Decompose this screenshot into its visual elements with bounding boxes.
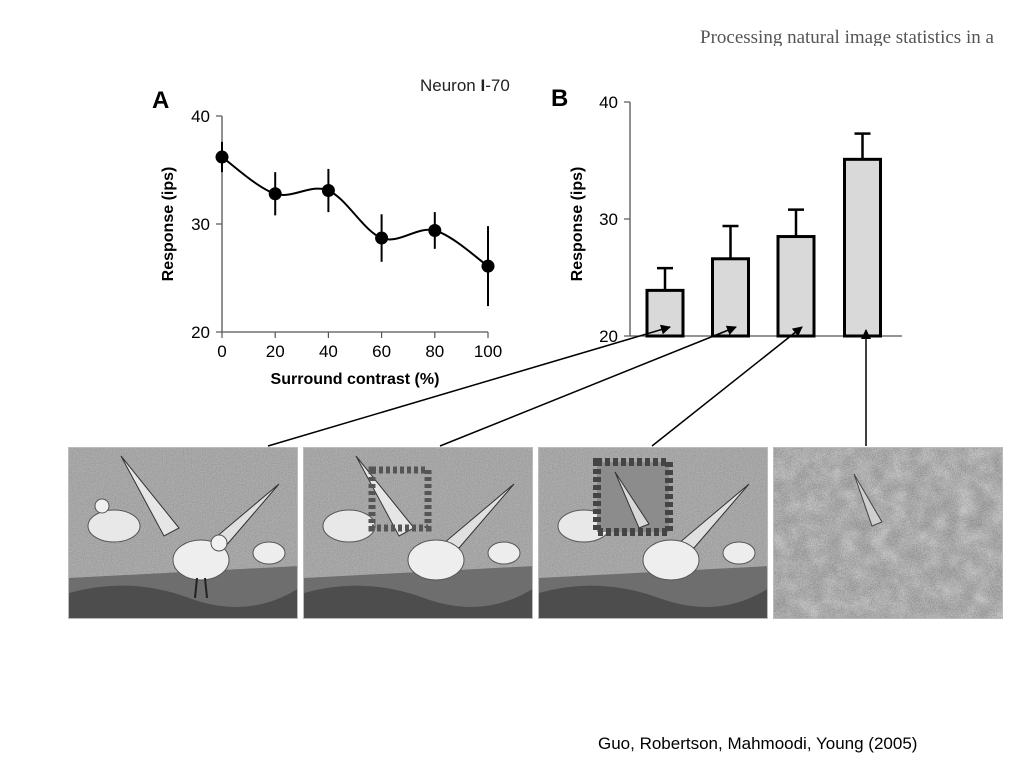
y-tick-label: 40 xyxy=(599,93,618,112)
data-point xyxy=(321,184,335,198)
x-tick-label: 80 xyxy=(425,342,444,361)
data-point xyxy=(428,223,442,237)
data-point xyxy=(481,259,495,273)
arrow-image-2 xyxy=(439,325,737,447)
x-tick-label: 100 xyxy=(474,342,502,361)
arrow-image-1 xyxy=(267,324,671,447)
bar xyxy=(843,157,882,338)
panel-a-letter: A xyxy=(152,87,169,114)
data-point xyxy=(375,231,389,245)
panel-b: B 20 30 40 Response (ips) xyxy=(551,85,902,346)
stimulus-image-surround-low-contrast xyxy=(303,447,533,619)
bar xyxy=(711,257,750,338)
data-point xyxy=(215,150,229,164)
connector-arrows xyxy=(267,324,871,447)
series-line xyxy=(221,156,489,267)
stimulus-image-surround-mid-contrast xyxy=(538,447,768,619)
panel-b-y-axis-label: Response (ips) xyxy=(569,167,586,282)
stimulus-image-noise-full-contrast xyxy=(773,447,1003,619)
panel-a: A Neuron I-70 20 30 40 0 20 40 60 80 100 Surrou… xyxy=(152,76,510,388)
y-tick-label: 30 xyxy=(191,215,210,234)
panel-a-y-axis-label: Response (ips) xyxy=(160,167,177,282)
x-tick-label: 20 xyxy=(266,342,285,361)
running-header: Processing natural image statistics in a xyxy=(700,27,994,46)
y-tick-label: 20 xyxy=(599,327,618,346)
panel-a-x-axis-label: Surround contrast (%) xyxy=(271,371,440,388)
citation: Guo, Robertson, Mahmoodi, Young (2005) xyxy=(598,734,918,753)
neuron-label: Neuron I-70 xyxy=(420,76,510,95)
y-tick-label: 30 xyxy=(599,210,618,229)
arrow-image-3 xyxy=(651,326,803,447)
x-tick-label: 0 xyxy=(217,342,226,361)
stimulus-image-original xyxy=(68,447,298,619)
y-tick-label: 40 xyxy=(191,107,210,126)
bar xyxy=(776,235,816,338)
x-tick-label: 40 xyxy=(319,342,338,361)
data-point xyxy=(268,187,282,201)
x-tick-label: 60 xyxy=(372,342,391,361)
bar xyxy=(645,288,685,338)
y-tick-label: 20 xyxy=(191,323,210,342)
panel-b-letter: B xyxy=(551,85,568,112)
